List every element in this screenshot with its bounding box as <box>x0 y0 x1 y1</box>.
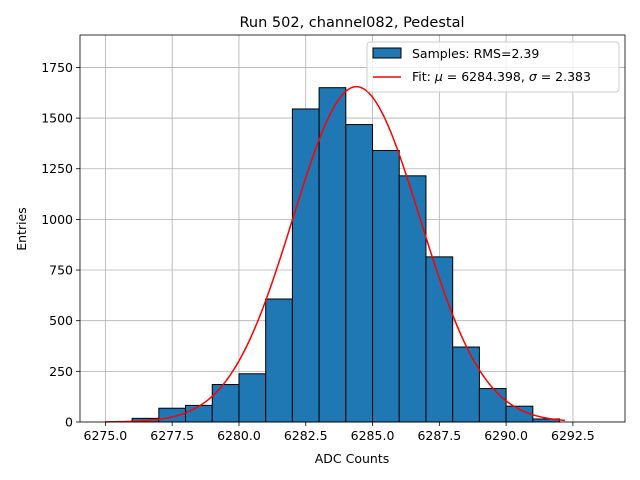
legend-fit-label: Fit: μ = 6284.398, σ = 2.383 <box>412 69 591 84</box>
y-axis-ticks: 0 250 500 750 1000 1250 1500 1750 <box>41 60 80 430</box>
legend-histogram-swatch <box>372 47 402 59</box>
histogram-bar <box>318 87 347 423</box>
x-tick-label: 6287.5 <box>417 428 461 443</box>
y-tick-label: 1250 <box>41 161 73 176</box>
legend-box <box>366 41 620 93</box>
y-tick-label: 750 <box>49 263 73 278</box>
y-tick-label: 0 <box>65 415 73 430</box>
histogram-bar <box>425 256 454 423</box>
x-tick-label: 6275.0 <box>84 428 128 443</box>
histogram-bar <box>211 384 240 423</box>
x-tick-label: 6277.5 <box>150 428 194 443</box>
fit-curve <box>105 85 565 423</box>
x-tick-label: 6290.0 <box>484 428 528 443</box>
histogram-bar <box>398 175 427 423</box>
histogram-bar <box>345 124 374 423</box>
histogram-bar <box>478 388 507 423</box>
legend: Samples: RMS=2.39 Fit: μ = 6284.398, σ =… <box>366 41 620 93</box>
plot-frame <box>79 34 626 423</box>
histogram-bars <box>131 87 561 423</box>
histogram-bar <box>185 404 213 423</box>
y-tick-label: 500 <box>49 313 73 328</box>
x-axis-ticks: 6275.0 6277.5 6280.0 6282.5 6285.0 6287.5 6290… <box>84 422 595 443</box>
y-axis-label: Entries <box>14 207 29 251</box>
x-tick-label: 6280.0 <box>217 428 261 443</box>
histogram-bar <box>291 108 320 423</box>
chart-title: Run 502, channel082, Pedestal <box>239 15 464 31</box>
legend-histogram-label: Samples: RMS=2.39 <box>412 46 539 61</box>
y-tick-label: 1750 <box>41 60 73 75</box>
x-axis-label: ADC Counts <box>315 451 390 466</box>
histogram-bar <box>265 298 293 423</box>
x-tick-label: 6285.0 <box>351 428 395 443</box>
x-tick-label: 6292.5 <box>551 428 595 443</box>
histogram-bar <box>238 373 267 423</box>
y-tick-label: 1000 <box>41 212 73 227</box>
histogram-bar <box>372 149 400 423</box>
y-tick-label: 250 <box>49 364 73 379</box>
y-tick-label: 1500 <box>41 111 73 126</box>
histogram-bar <box>158 407 187 423</box>
histogram-bar <box>452 346 480 423</box>
x-tick-label: 6282.5 <box>284 428 328 443</box>
